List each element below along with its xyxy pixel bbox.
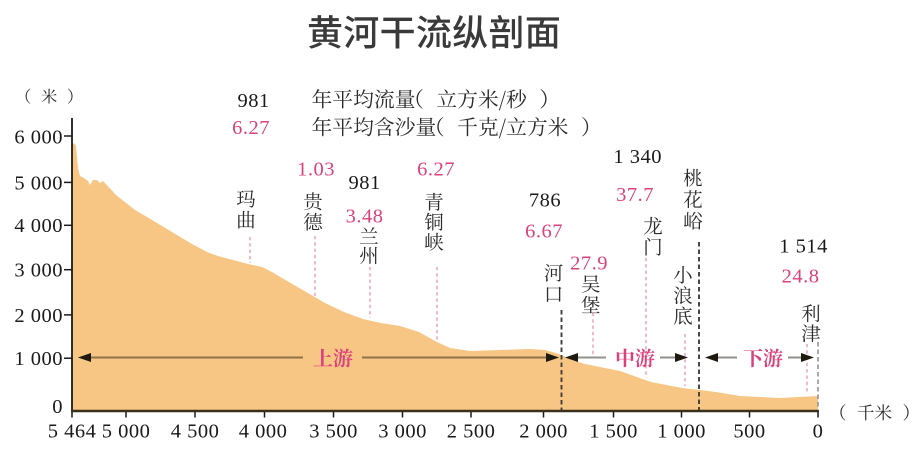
svg-text:981: 981	[237, 90, 269, 112]
svg-text:3 500: 3 500	[309, 421, 358, 443]
svg-text:1 000: 1 000	[14, 348, 63, 370]
svg-text:6.27: 6.27	[417, 158, 455, 180]
svg-text:1 340: 1 340	[613, 146, 662, 168]
svg-text:0: 0	[813, 421, 824, 443]
svg-text:981: 981	[348, 172, 380, 194]
svg-text:6 000: 6 000	[14, 127, 63, 149]
svg-text:1.03: 1.03	[297, 158, 335, 180]
svg-text:0: 0	[52, 396, 63, 418]
svg-text:3 000: 3 000	[14, 260, 63, 282]
svg-text:6.27: 6.27	[232, 117, 270, 139]
svg-text:3 000: 3 000	[378, 421, 427, 443]
svg-text:500: 500	[733, 421, 765, 443]
svg-text:5 000: 5 000	[102, 421, 151, 443]
svg-text:1 500: 1 500	[589, 421, 638, 443]
svg-text:4 000: 4 000	[14, 215, 63, 237]
svg-text:1 000: 1 000	[657, 421, 706, 443]
svg-text:27.9: 27.9	[570, 252, 608, 274]
svg-text:4 500: 4 500	[171, 421, 220, 443]
svg-text:24.8: 24.8	[782, 265, 820, 287]
svg-text:3.48: 3.48	[346, 206, 384, 228]
svg-text:1 514: 1 514	[779, 236, 828, 258]
svg-text:2 500: 2 500	[447, 421, 496, 443]
svg-text:5 464: 5 464	[48, 421, 97, 443]
svg-text:786: 786	[529, 190, 561, 212]
svg-text:2 000: 2 000	[519, 421, 568, 443]
svg-text:37.7: 37.7	[616, 184, 654, 206]
svg-text:2 000: 2 000	[14, 305, 63, 327]
svg-text:5 000: 5 000	[14, 172, 63, 194]
svg-text:4 000: 4 000	[239, 421, 288, 443]
svg-text:6.67: 6.67	[525, 220, 563, 242]
